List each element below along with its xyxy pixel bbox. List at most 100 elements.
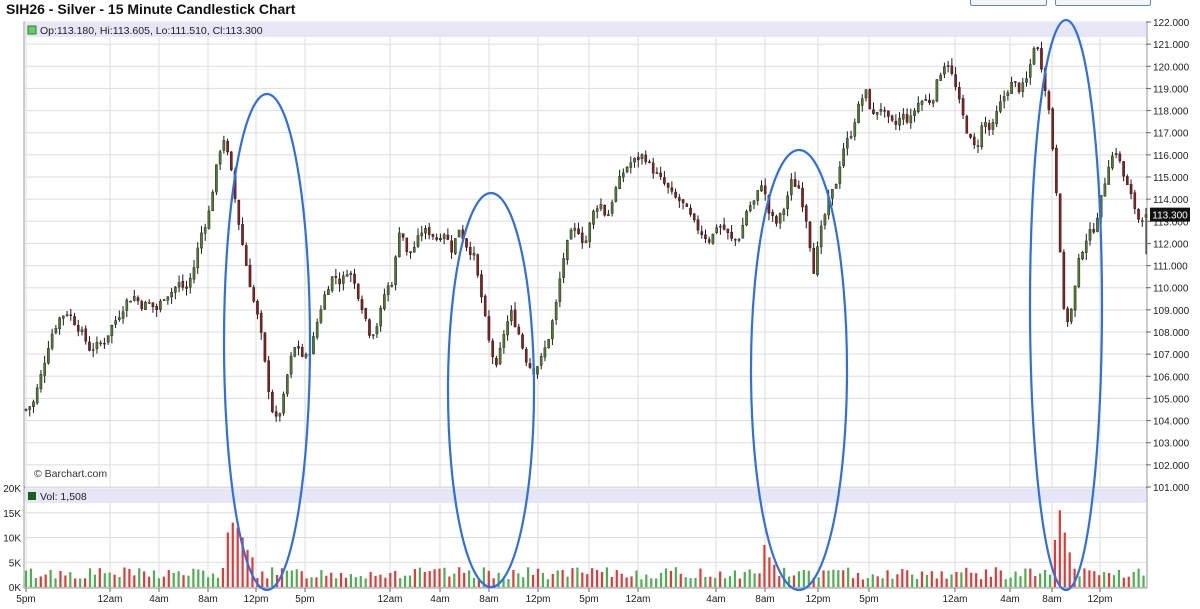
last-price-badge-text: 113.300: [1152, 211, 1188, 222]
candle: [517, 324, 521, 336]
volume-bar: [906, 570, 909, 587]
candle-body-up: [330, 276, 334, 291]
volume-bar: [797, 571, 801, 587]
candle: [1081, 250, 1084, 261]
candle-body-up: [383, 294, 386, 309]
candle: [226, 138, 229, 156]
volume-bar: [271, 567, 274, 587]
candle: [678, 193, 681, 208]
candle: [775, 214, 778, 227]
candle: [293, 346, 297, 358]
price-tick-label: 106.000: [1153, 372, 1190, 383]
candle-body-up: [539, 355, 543, 366]
volume-bar: [399, 578, 402, 587]
candle: [622, 168, 625, 183]
candle: [692, 213, 696, 223]
candle: [166, 296, 170, 305]
candle: [271, 389, 274, 414]
candle-body-up: [741, 224, 745, 239]
volume-bar: [463, 572, 466, 587]
candle-body-up: [790, 179, 793, 195]
volume-bar: [64, 575, 67, 587]
x-tick-label: 12pm: [525, 594, 550, 605]
candle-body-down: [405, 237, 409, 252]
price-tick-label: 108.000: [1153, 328, 1190, 339]
candle: [256, 299, 259, 320]
candle: [502, 330, 506, 354]
candle: [719, 224, 722, 235]
candle-body-up: [442, 234, 446, 239]
volume-bar: [655, 578, 658, 587]
candle: [898, 112, 901, 131]
candle-body-up: [47, 348, 50, 364]
volume-bar: [871, 574, 874, 587]
candle-body-down: [338, 278, 341, 285]
candle: [1129, 179, 1133, 200]
candle-body-down: [1047, 91, 1051, 110]
volume-bar: [802, 570, 805, 587]
volume-bar: [945, 578, 948, 587]
toolbar-button[interactable]: [1055, 0, 1151, 6]
candle: [1077, 253, 1081, 289]
price-tick-label: 110.000: [1153, 284, 1189, 295]
candle-body-down: [1137, 208, 1140, 220]
candle: [872, 102, 875, 115]
candle: [386, 282, 390, 302]
candle-body-down: [334, 276, 338, 278]
candle-body-down: [730, 231, 733, 239]
candle: [711, 233, 715, 245]
volume-bar: [1122, 577, 1125, 587]
candle: [35, 384, 39, 405]
candle: [218, 149, 222, 170]
volume-bars: [24, 510, 1145, 587]
candle: [412, 241, 416, 253]
candle: [110, 324, 114, 344]
volume-bar: [128, 568, 131, 587]
price-axis: 101.000 102.000 103.000 104.000 105.000 106.0…: [1146, 18, 1190, 494]
volume-bar: [605, 567, 609, 587]
candle: [689, 204, 692, 217]
candle-body-down: [775, 216, 778, 224]
candle-body-down: [580, 232, 584, 243]
volume-bar: [817, 577, 820, 587]
candle: [812, 242, 816, 274]
candle: [1058, 193, 1062, 253]
candle: [566, 239, 569, 265]
candle: [76, 319, 80, 337]
volume-bar: [827, 570, 830, 587]
x-tick-label: 12am: [942, 594, 967, 605]
volume-bar: [108, 572, 111, 587]
volume-bar: [241, 537, 244, 587]
volume-bar: [571, 568, 574, 587]
candle-body-down: [648, 161, 651, 163]
volume-tick-label: 0K: [9, 583, 22, 594]
toolbar-button[interactable]: [970, 0, 1047, 6]
candle: [300, 343, 304, 358]
volume-bar: [24, 570, 28, 587]
volume-bar: [344, 577, 348, 587]
candle: [1103, 177, 1107, 197]
candle-body-down: [24, 409, 28, 411]
candle-body-up: [286, 374, 289, 395]
candle: [427, 223, 431, 240]
x-tick-label: 4am: [1000, 594, 1019, 605]
candle-body-down: [636, 156, 640, 161]
volume-bar: [984, 569, 988, 587]
volume-bar: [896, 574, 899, 587]
volume-bar: [1053, 539, 1057, 587]
price-tick-label: 122.000: [1153, 18, 1190, 29]
volume-bar: [965, 567, 968, 587]
volume-bar: [512, 569, 515, 587]
candle: [1107, 160, 1110, 185]
price-tick-label: 112.000: [1153, 239, 1189, 250]
candle: [741, 217, 745, 239]
candle: [834, 183, 838, 189]
candle-body-down: [689, 207, 692, 215]
candle: [1111, 152, 1114, 171]
candle: [700, 225, 704, 239]
candle-body-down: [495, 358, 498, 366]
volume-grid: [25, 487, 1146, 588]
candle-body-up: [1144, 214, 1148, 218]
candle-body-up: [125, 299, 129, 311]
candle: [722, 217, 726, 231]
